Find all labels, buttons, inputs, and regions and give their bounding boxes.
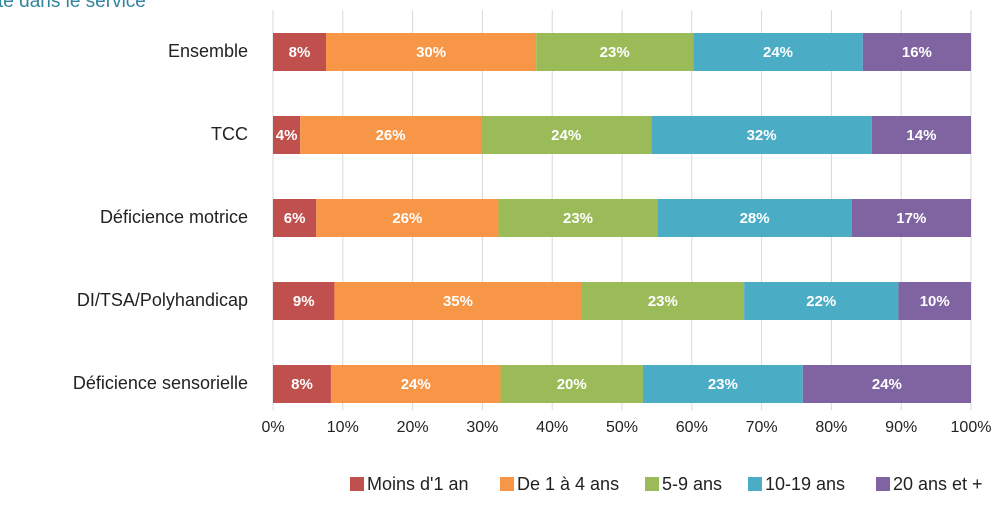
legend-swatch [645,477,659,491]
x-tick-label: 30% [466,419,498,436]
bar-segment [273,199,317,237]
y-tick-label: Déficience sensorielle [73,373,248,393]
bar-segment [273,33,327,71]
legend-label: 5-9 ans [662,474,722,494]
bar-segment [862,33,971,71]
x-tick-label: 0% [261,419,284,436]
bar-segment [334,282,582,320]
bar-segment [273,365,331,403]
value-label: 26% [392,210,422,227]
bar-segment [871,116,971,154]
y-tick-label: TCC [211,124,248,144]
value-label: 23% [708,376,738,393]
bar-segment [273,282,335,320]
bar-segment [300,116,482,154]
x-tick-label: 60% [676,419,708,436]
bar-segment [330,365,501,403]
value-label: 26% [376,127,406,144]
y-tick-label: DI/TSA/Polyhandicap [77,290,248,310]
value-label: 23% [648,293,678,310]
value-label: 16% [902,44,932,61]
value-label: 32% [747,127,777,144]
bar-segment [326,33,537,71]
bar-segment [316,199,499,237]
value-label: 14% [906,127,936,144]
bar-segment [273,116,301,154]
x-tick-label: 70% [746,419,778,436]
value-label: 35% [443,293,473,310]
value-label: 9% [293,293,315,310]
value-label: 8% [289,44,311,61]
value-label: 22% [806,293,836,310]
legend-swatch [876,477,890,491]
value-label: 20% [557,376,587,393]
bar-segment [481,116,652,154]
bar-segment [642,365,803,403]
bar-segment [500,365,643,403]
legend-swatch [500,477,514,491]
value-label: 23% [563,210,593,227]
bar-segment [651,116,872,154]
value-label: 10% [920,293,950,310]
bar-segment [498,199,658,237]
bar-segment [802,365,971,403]
x-tick-label: 90% [885,419,917,436]
y-tick-label: Ensemble [168,41,248,61]
legend-label: 10-19 ans [765,474,845,494]
chart-title: té dans le service [0,0,146,12]
value-label: 24% [401,376,431,393]
x-tick-label: 100% [951,419,992,436]
legend-swatch [748,477,762,491]
bar-segment [536,33,694,71]
value-label: 24% [551,127,581,144]
x-tick-label: 20% [397,419,429,436]
value-label: 23% [600,44,630,61]
bar-segment [744,282,899,320]
bar-segment [657,199,852,237]
value-label: 24% [763,44,793,61]
x-tick-label: 10% [327,419,359,436]
y-tick-label: Déficience motrice [100,207,248,227]
legend-label: 20 ans et + [893,474,983,494]
bar-segment [581,282,745,320]
value-label: 24% [872,376,902,393]
value-label: 17% [896,210,926,227]
bar-segment [851,199,971,237]
bar-segment [898,282,971,320]
value-label: 4% [276,127,298,144]
x-tick-label: 40% [536,419,568,436]
x-tick-label: 50% [606,419,638,436]
x-tick-label: 80% [815,419,847,436]
value-label: 28% [740,210,770,227]
legend-swatch [350,477,364,491]
value-label: 6% [284,210,306,227]
legend-label: Moins d'1 an [367,474,469,494]
value-label: 8% [291,376,313,393]
value-label: 30% [416,44,446,61]
bar-segment [693,33,863,71]
legend-label: De 1 à 4 ans [517,474,619,494]
